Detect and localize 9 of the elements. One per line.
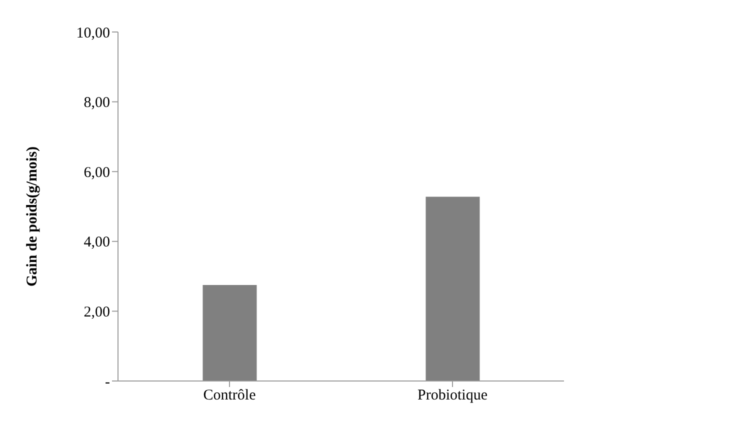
y-tick-label: 6,00 — [84, 164, 110, 181]
y-tick-label: 4,00 — [84, 234, 110, 251]
y-axis-title: Gain de poids(g/mois) — [24, 146, 40, 286]
x-tick-label: Contrôle — [203, 388, 256, 404]
y-tick-label: 8,00 — [84, 95, 110, 112]
y-tick-label: 10,00 — [76, 25, 110, 42]
x-tick-label: Probiotique — [418, 388, 488, 404]
y-tick-label: 2,00 — [84, 304, 110, 321]
y-tick-label: - — [105, 374, 110, 390]
